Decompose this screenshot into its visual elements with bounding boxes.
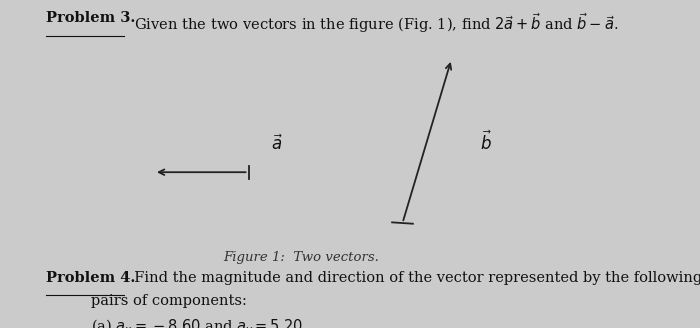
Text: (a) $a_x = -8.60$ and $a_y = 5.20$: (a) $a_x = -8.60$ and $a_y = 5.20$: [91, 318, 303, 328]
Text: Given the two vectors in the figure (Fig. 1), find $2\vec{a}+\vec{b}$ and $\vec{: Given the two vectors in the figure (Fig…: [125, 11, 618, 35]
Text: pairs of components:: pairs of components:: [91, 294, 247, 308]
Text: $\vec{b}$: $\vec{b}$: [480, 131, 491, 154]
Text: Problem 3.: Problem 3.: [46, 11, 135, 26]
Text: Problem 4.: Problem 4.: [46, 271, 135, 285]
Text: $\vec{a}$: $\vec{a}$: [270, 135, 283, 154]
Text: Figure 1:  Two vectors.: Figure 1: Two vectors.: [223, 251, 379, 264]
Text: Find the magnitude and direction of the vector represented by the following: Find the magnitude and direction of the …: [125, 271, 700, 285]
